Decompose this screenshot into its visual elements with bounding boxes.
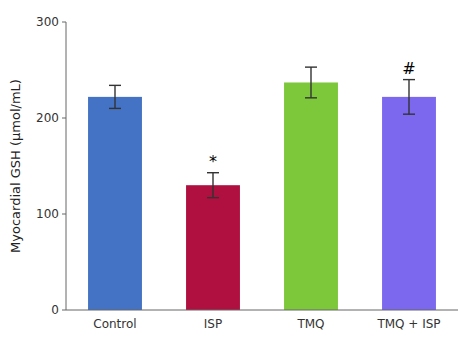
y-tick-label: 200: [36, 111, 59, 125]
y-tick: [62, 118, 66, 119]
y-tick-label: 0: [51, 303, 59, 317]
error-cap: [403, 113, 415, 114]
bar: [284, 82, 338, 310]
annotation: #: [402, 59, 415, 78]
annotation: *: [209, 152, 217, 171]
x-tick-label: TMQ: [296, 317, 324, 331]
error-cap: [207, 172, 219, 173]
error-cap: [109, 85, 121, 86]
error-cap: [305, 66, 317, 67]
error-cap: [207, 197, 219, 198]
error-line: [212, 173, 213, 198]
x-tick-label: ISP: [204, 317, 222, 331]
y-tick: [62, 22, 66, 23]
x-axis-line: [66, 310, 458, 311]
y-tick-label: 300: [36, 15, 59, 29]
x-tick-label: TMQ + ISP: [376, 317, 440, 331]
y-axis-line: [66, 22, 67, 310]
chart: 0 100 200 300 Myocardial GSH (μmol/mL) Contro…: [0, 0, 474, 348]
error-cap: [305, 97, 317, 98]
bar: [88, 97, 142, 310]
error-bar: [305, 67, 317, 98]
y-tick: [62, 214, 66, 215]
error-bar: [403, 80, 415, 115]
plot-area: [88, 67, 436, 310]
y-tick-label: 100: [36, 207, 59, 221]
error-line: [114, 85, 115, 108]
error-line: [408, 80, 409, 115]
error-cap: [109, 108, 121, 109]
error-cap: [403, 79, 415, 80]
error-bar: [207, 173, 219, 198]
chart-container: 0 100 200 300 Myocardial GSH (μmol/mL) Contro…: [0, 0, 474, 348]
error-bar: [109, 85, 121, 108]
y-tick: [62, 310, 66, 311]
bar: [382, 97, 436, 310]
x-tick-label: Control: [93, 317, 136, 331]
bar: [186, 185, 240, 310]
y-axis-label: Myocardial GSH (μmol/mL): [8, 79, 23, 253]
error-line: [310, 67, 311, 98]
